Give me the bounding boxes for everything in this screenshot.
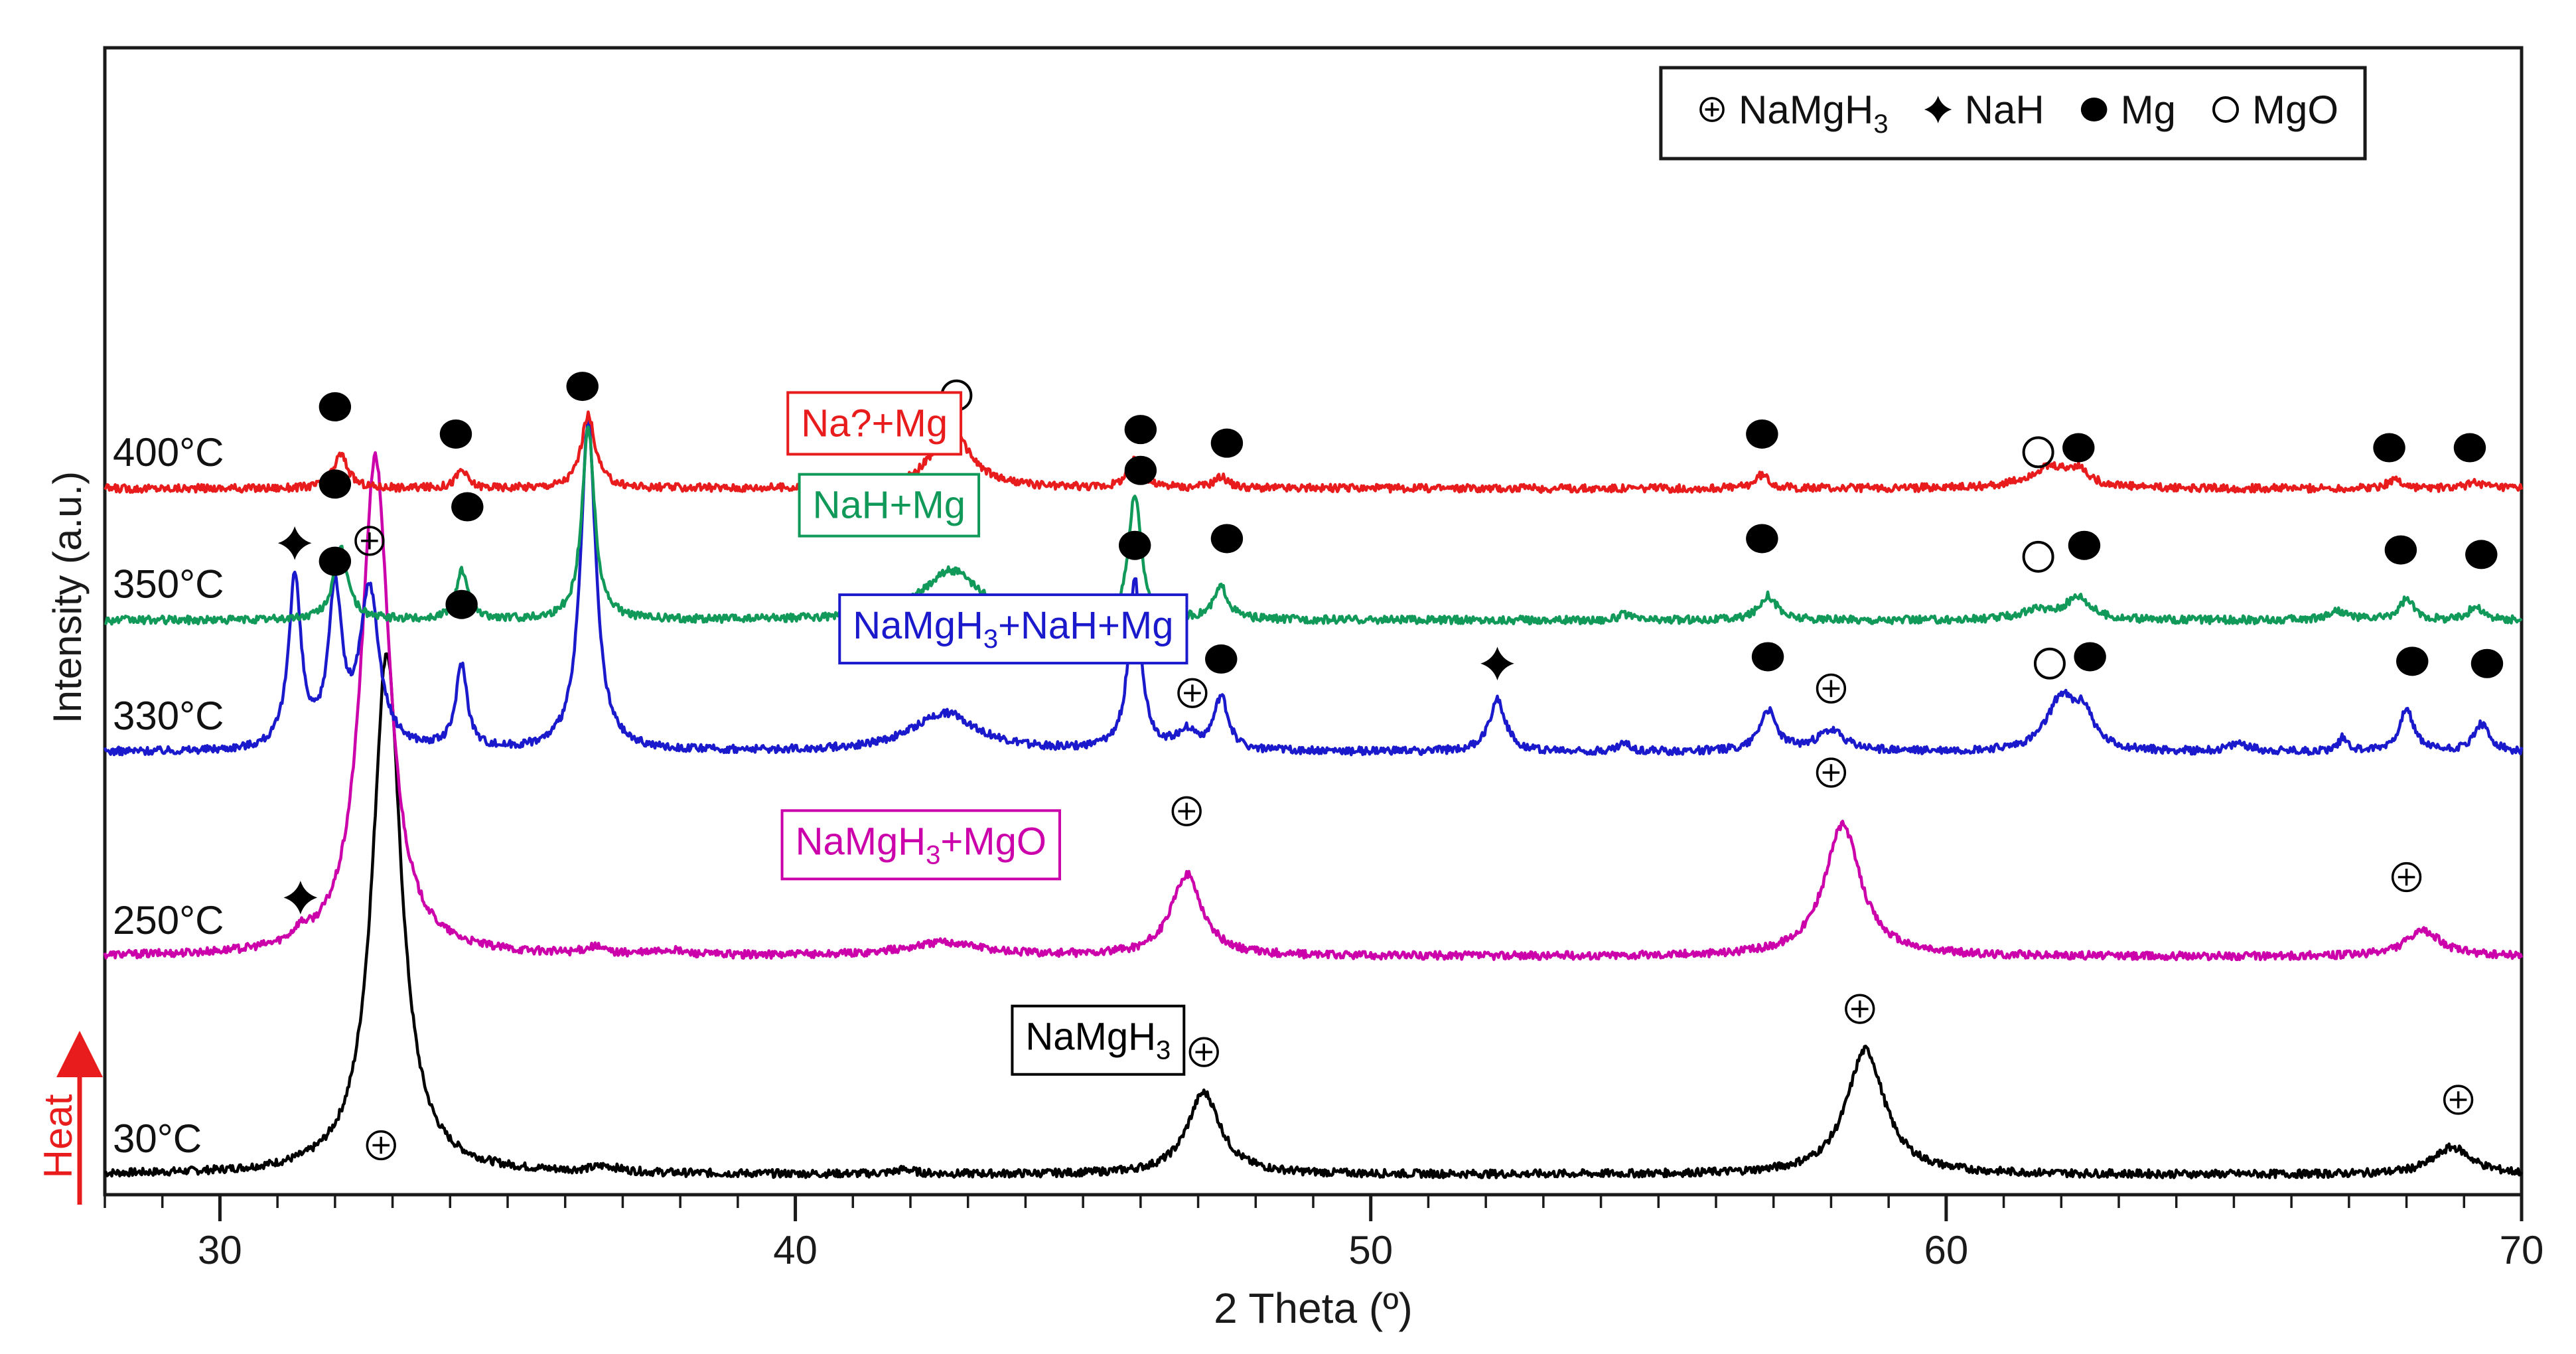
peak-marker-filled-circle — [319, 392, 352, 421]
peak-marker-star — [277, 526, 312, 560]
peak-marker-filled-circle — [1124, 415, 1157, 445]
peak-marker-filled-circle — [1210, 428, 1244, 458]
peak-marker-circle-plus — [354, 526, 385, 556]
x-tick-label: 40 — [773, 1228, 818, 1272]
svg-text:NaH+Mg: NaH+Mg — [813, 484, 966, 527]
peak-marker-filled-circle — [566, 372, 599, 402]
peak-marker-filled-circle — [2470, 648, 2504, 678]
series-temp-label: 250°C — [113, 898, 224, 942]
peak-marker-filled-circle — [2396, 646, 2429, 676]
phase-label: NaMgH3+NaH+Mg — [838, 593, 1188, 665]
peak-marker-filled-circle — [319, 469, 352, 499]
series-line-4 — [104, 410, 2524, 494]
peak-marker-filled-circle — [319, 546, 352, 576]
series-temp-label: 330°C — [113, 694, 224, 738]
x-tick-label: 70 — [2500, 1228, 2544, 1272]
peak-marker-circle-plus — [1171, 796, 1202, 826]
legend-frame — [1659, 66, 2367, 161]
svg-text:Na?+Mg: Na?+Mg — [801, 402, 948, 445]
peak-marker-star — [1480, 646, 1514, 681]
peak-marker-circle-plus — [2391, 862, 2422, 893]
series-temp-label: 30°C — [113, 1116, 202, 1161]
x-axis: 30 40 50 60 70 — [104, 1195, 2544, 1272]
peak-marker-filled-circle — [439, 419, 472, 449]
peak-marker-open-circle — [2022, 540, 2054, 573]
peak-marker-filled-circle — [2384, 535, 2417, 565]
peak-marker-filled-circle — [1210, 524, 1244, 554]
peak-marker-filled-circle — [1118, 530, 1151, 560]
x-tick-label: 50 — [1348, 1228, 1393, 1272]
svg-text:NaMgH3+NaH+Mg: NaMgH3+NaH+Mg — [853, 604, 1173, 654]
phase-label: NaMgH3 — [1011, 1004, 1186, 1076]
series-layer — [103, 410, 2524, 1179]
phase-label: NaH+Mg — [798, 473, 981, 538]
peak-marker-open-circle — [2022, 436, 2054, 469]
series-line-2 — [103, 415, 2524, 757]
peak-marker-filled-circle — [445, 589, 478, 619]
svg-text:NaMgH3+MgO: NaMgH3+MgO — [796, 820, 1046, 869]
peak-marker-layer — [277, 372, 2504, 1161]
peak-marker-filled-circle — [2453, 433, 2486, 463]
peak-marker-circle-plus — [1816, 757, 1847, 788]
x-tick-label: 30 — [198, 1228, 242, 1272]
x-axis-title: 2 Theta (º) — [1214, 1284, 1413, 1332]
series-temp-label: 350°C — [113, 562, 224, 606]
legend: NaMgH3 NaH Mg MgO — [1659, 66, 2367, 161]
series-label-layer: 30°C NaMgH3 250°C NaMgH3+MgO 330°C NaMgH3+NaH… — [113, 391, 1188, 1161]
peak-marker-open-circle — [2033, 647, 2066, 680]
series-line-3 — [104, 425, 2523, 626]
series-temp-label: 400°C — [113, 430, 224, 475]
peak-marker-filled-circle — [1746, 524, 1778, 554]
legend-star-icon — [1924, 96, 1952, 123]
peak-marker-circle-plus — [1188, 1037, 1219, 1067]
peak-marker-circle-plus — [1845, 994, 1875, 1024]
legend-label: MgO — [2252, 88, 2338, 132]
legend-label: NaMgH3 — [1739, 88, 1889, 139]
peak-marker-filled-circle — [1751, 642, 1784, 672]
peak-marker-circle-plus — [366, 1130, 396, 1161]
peak-marker-filled-circle — [1124, 455, 1157, 485]
peak-marker-star — [283, 881, 318, 915]
series-line-0 — [104, 652, 2524, 1179]
legend-open-circle-icon — [2212, 96, 2240, 123]
series-line-1 — [103, 451, 2524, 962]
phase-label: Na?+Mg — [786, 391, 963, 456]
heat-arrow-label: Heat — [36, 1094, 80, 1178]
peak-marker-filled-circle — [451, 492, 484, 522]
phase-label: NaMgH3+MgO — [780, 809, 1061, 881]
peak-marker-circle-plus — [1816, 673, 1847, 704]
legend-label: NaH — [1965, 88, 2044, 132]
peak-marker-filled-circle — [2068, 530, 2101, 560]
svg-text:NaMgH3: NaMgH3 — [1025, 1016, 1171, 1065]
peak-marker-filled-circle — [2062, 433, 2095, 463]
legend-circle-plus-icon — [1699, 97, 1725, 122]
peak-marker-circle-plus — [1177, 678, 1208, 708]
peak-marker-filled-circle — [2373, 433, 2405, 463]
peak-marker-filled-circle — [1205, 644, 1238, 674]
peak-marker-filled-circle — [2465, 540, 2498, 569]
peak-marker-filled-circle — [1746, 419, 1778, 449]
y-axis-title: Intensity (a.u.) — [45, 471, 90, 723]
peak-marker-circle-plus — [2443, 1085, 2474, 1115]
peak-marker-filled-circle — [2074, 642, 2106, 672]
legend-filled-circle-icon — [2080, 98, 2108, 121]
x-tick-label: 60 — [1924, 1228, 1968, 1272]
legend-label: Mg — [2121, 88, 2176, 132]
